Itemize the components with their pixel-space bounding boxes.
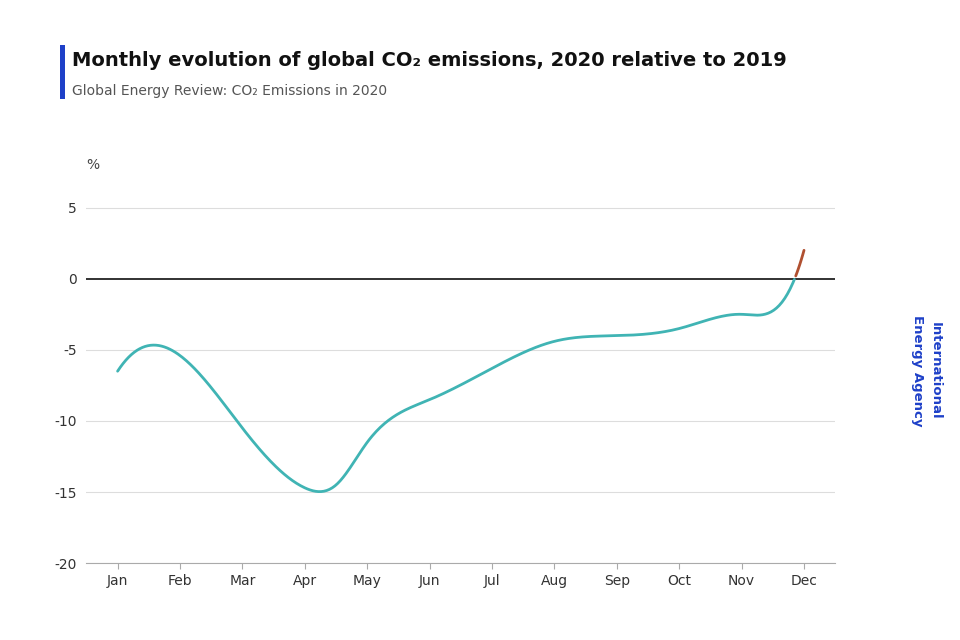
Text: %: % bbox=[86, 158, 100, 172]
Text: International
Energy Agency: International Energy Agency bbox=[911, 316, 942, 427]
Text: Monthly evolution of global CO₂ emissions, 2020 relative to 2019: Monthly evolution of global CO₂ emission… bbox=[72, 51, 787, 70]
Text: Global Energy Review: CO₂ Emissions in 2020: Global Energy Review: CO₂ Emissions in 2… bbox=[72, 84, 387, 99]
